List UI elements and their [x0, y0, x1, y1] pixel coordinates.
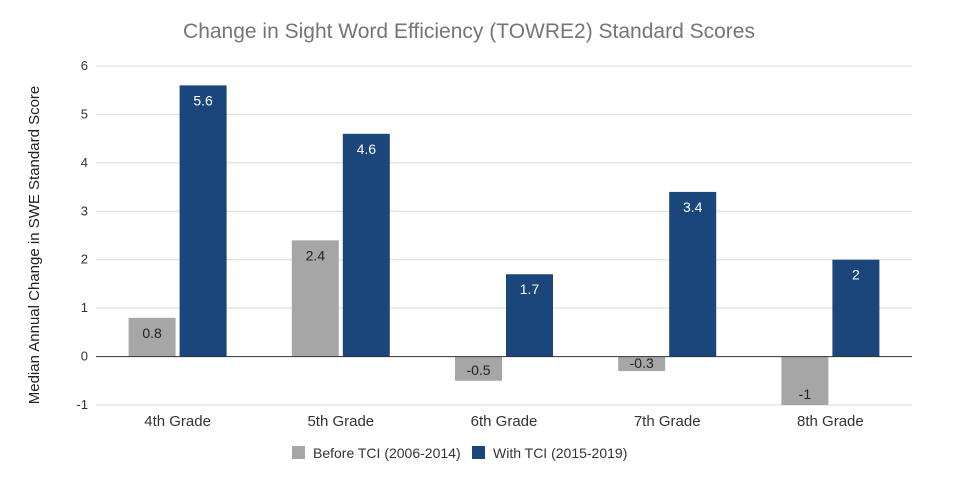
y-tick-label: 1 [81, 300, 88, 315]
data-label: -0.5 [466, 362, 490, 378]
bar-before-tci [618, 356, 666, 372]
category-labels: 4th Grade 5th Grade 6th Grade 7th Grade 8th … [144, 413, 864, 430]
category-label: 4th Grade [144, 413, 211, 430]
bar-with-tci [179, 85, 227, 357]
category-label: 5th Grade [307, 413, 374, 430]
bar-with-tci [342, 133, 390, 357]
category-label: 8th Grade [797, 413, 864, 430]
legend-label: Before TCI (2006-2014) [313, 445, 461, 461]
y-tick-label: 6 [81, 58, 88, 73]
data-label: 4.6 [357, 141, 377, 157]
data-label: 1.7 [520, 281, 540, 297]
bar-before-tci [455, 356, 502, 381]
legend-label: With TCI (2015-2019) [493, 445, 627, 461]
y-tick-label: 5 [81, 106, 88, 121]
category-label: 7th Grade [634, 413, 701, 430]
y-tick-label: 0 [81, 349, 88, 364]
y-tick-label: -1 [76, 397, 88, 412]
data-label: 5.6 [193, 92, 213, 108]
bars [128, 85, 880, 405]
data-label: 2.4 [306, 247, 326, 263]
bar-with-tci [506, 274, 553, 357]
data-label: -0.3 [630, 355, 654, 371]
data-label: -1 [799, 386, 812, 402]
bar-before-tci [291, 240, 339, 357]
y-axis-label: Median Annual Change in SWE Standard Sco… [26, 86, 43, 405]
data-label: 2 [852, 267, 860, 283]
data-labels: 0.8 5.6 2.4 4.6 -0.5 1.7 -0.3 3.4 -1 2 [142, 92, 860, 402]
chart-title: Change in Sight Word Efficiency (TOWRE2)… [183, 20, 755, 43]
y-tick-label: 3 [81, 203, 88, 218]
y-tick-labels: -1 0 1 2 3 4 5 6 [76, 58, 88, 412]
bar-before-tci [128, 317, 176, 357]
category-label: 6th Grade [471, 413, 538, 430]
data-label: 0.8 [142, 325, 162, 341]
legend-swatch [472, 446, 485, 459]
y-tick-label: 2 [81, 252, 88, 267]
bar-with-tci [669, 191, 717, 357]
bar-with-tci [832, 259, 880, 357]
legend-swatch [292, 446, 305, 459]
data-label: 3.4 [683, 199, 703, 215]
bar-before-tci [781, 356, 829, 405]
gridlines [96, 65, 912, 406]
legend: Before TCI (2006-2014) With TCI (2015-201… [292, 445, 627, 461]
y-tick-label: 4 [81, 155, 88, 170]
